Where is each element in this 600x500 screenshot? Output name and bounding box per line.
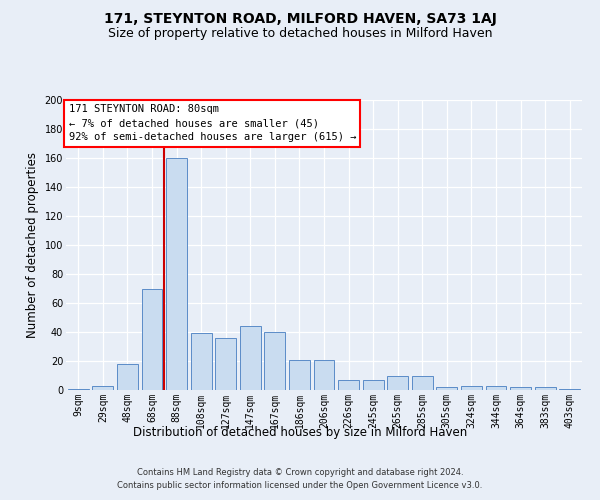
Bar — [117, 364, 138, 390]
Bar — [461, 386, 482, 390]
Bar — [265, 332, 286, 390]
Bar — [289, 360, 310, 390]
Text: Size of property relative to detached houses in Milford Haven: Size of property relative to detached ho… — [108, 28, 492, 40]
Text: 171 STEYNTON ROAD: 80sqm
← 7% of detached houses are smaller (45)
92% of semi-de: 171 STEYNTON ROAD: 80sqm ← 7% of detache… — [68, 104, 356, 142]
Bar — [412, 376, 433, 390]
Text: Contains HM Land Registry data © Crown copyright and database right 2024.: Contains HM Land Registry data © Crown c… — [137, 468, 463, 477]
Text: Distribution of detached houses by size in Milford Haven: Distribution of detached houses by size … — [133, 426, 467, 439]
Bar — [240, 326, 261, 390]
Bar — [68, 388, 89, 390]
Bar — [510, 387, 531, 390]
Bar — [535, 387, 556, 390]
Bar — [166, 158, 187, 390]
Text: Contains public sector information licensed under the Open Government Licence v3: Contains public sector information licen… — [118, 482, 482, 490]
Bar — [215, 338, 236, 390]
Bar — [92, 386, 113, 390]
Bar — [559, 388, 580, 390]
Bar — [362, 380, 383, 390]
Bar — [387, 376, 408, 390]
Bar — [142, 288, 163, 390]
Bar — [338, 380, 359, 390]
Bar — [485, 386, 506, 390]
Bar — [191, 334, 212, 390]
Bar — [314, 360, 334, 390]
Text: 171, STEYNTON ROAD, MILFORD HAVEN, SA73 1AJ: 171, STEYNTON ROAD, MILFORD HAVEN, SA73 … — [104, 12, 496, 26]
Bar — [436, 387, 457, 390]
Y-axis label: Number of detached properties: Number of detached properties — [26, 152, 39, 338]
